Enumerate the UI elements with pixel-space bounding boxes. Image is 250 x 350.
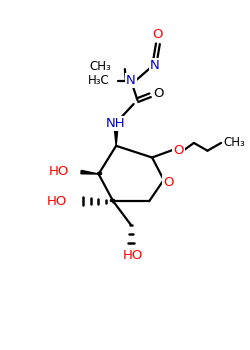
Text: O: O [173, 144, 184, 157]
Text: HO: HO [49, 164, 70, 177]
Text: HO: HO [47, 195, 68, 208]
Text: CH₃: CH₃ [223, 136, 245, 149]
Text: H₃C: H₃C [88, 74, 109, 87]
Text: N: N [150, 59, 160, 72]
Polygon shape [81, 170, 98, 174]
Text: CH₃: CH₃ [90, 60, 111, 72]
Text: O: O [163, 176, 174, 189]
Polygon shape [114, 129, 118, 146]
Text: O: O [154, 87, 164, 100]
Text: N: N [126, 74, 136, 87]
Text: HO: HO [122, 249, 143, 262]
Text: O: O [153, 28, 163, 41]
Text: NH: NH [105, 117, 125, 130]
